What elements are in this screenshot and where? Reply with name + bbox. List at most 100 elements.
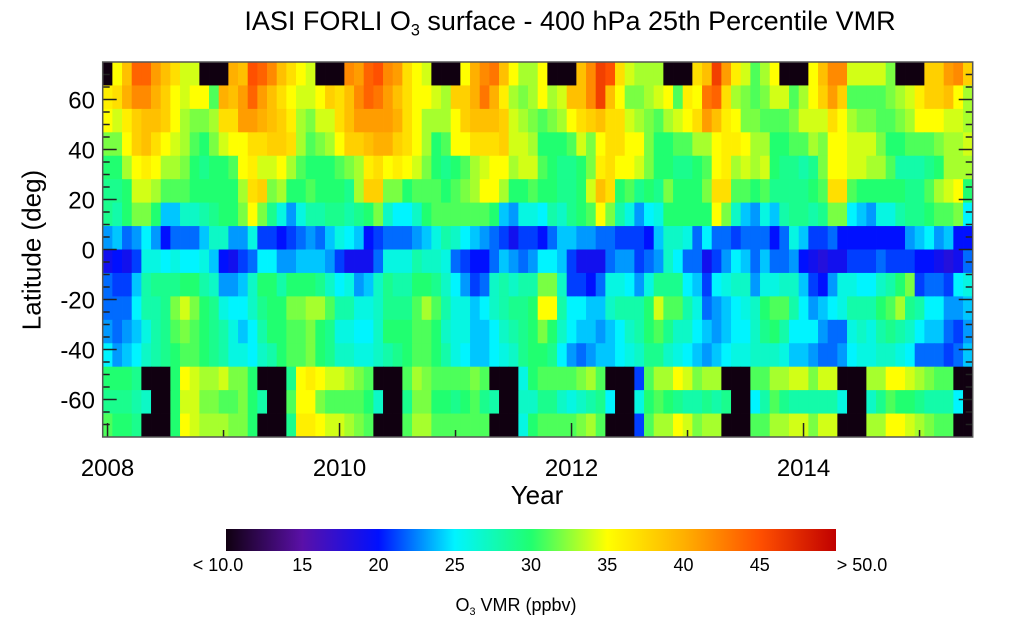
x-tick-label: 2012 (545, 455, 598, 482)
heatmap-cell (518, 366, 529, 391)
heatmap-cell (218, 85, 229, 110)
heatmap-cell (934, 249, 945, 274)
heatmap-cell (122, 343, 133, 368)
heatmap-cell (363, 155, 374, 180)
heatmap-cell (218, 319, 229, 344)
heatmap-cell (847, 202, 858, 227)
heatmap-cell (963, 202, 974, 227)
heatmap-cell (199, 108, 210, 133)
heatmap-cell (373, 226, 384, 250)
heatmap-cell (479, 202, 490, 227)
heatmap-cell (537, 85, 548, 110)
heatmap-cell (402, 132, 413, 157)
heatmap-cell (141, 132, 152, 157)
heatmap-cell (711, 366, 722, 391)
heatmap-cell (856, 62, 867, 86)
heatmap-cell (847, 390, 858, 414)
heatmap-cell (595, 108, 606, 133)
heatmap-cell (170, 413, 181, 438)
heatmap-cell (518, 413, 529, 438)
heatmap-cell (450, 319, 461, 344)
heatmap-cell (924, 343, 935, 368)
heatmap-cell (731, 366, 742, 391)
heatmap-cell (963, 343, 974, 368)
heatmap-cell (895, 413, 906, 438)
heatmap-cell (160, 226, 171, 250)
heatmap-cell (489, 343, 500, 368)
heatmap-cell (131, 62, 142, 86)
heatmap-cell (228, 296, 239, 321)
heatmap-cell (624, 179, 635, 204)
heatmap-cell (151, 85, 162, 110)
heatmap-cell (189, 132, 200, 157)
heatmap-cell (895, 366, 906, 391)
heatmap-cell (238, 108, 249, 133)
heatmap-cell (856, 343, 867, 368)
heatmap-cell (238, 226, 249, 250)
heatmap-cell (566, 390, 577, 414)
heatmap-cell (856, 108, 867, 133)
heatmap-cell (682, 85, 693, 110)
heatmap-cell (122, 366, 133, 391)
heatmap-cell (276, 249, 287, 274)
heatmap-cell (615, 366, 626, 391)
heatmap-cell (344, 413, 355, 438)
heatmap-cell (305, 366, 316, 391)
heatmap-cell (131, 390, 142, 414)
heatmap-cell (402, 226, 413, 250)
heatmap-cell (798, 62, 809, 86)
heatmap-cell (286, 179, 297, 204)
heatmap-cell (721, 226, 732, 250)
y-tick-label: 40 (68, 138, 95, 165)
heatmap-cell (605, 390, 616, 414)
heatmap-cell (334, 226, 345, 250)
heatmap-cell (373, 108, 384, 133)
heatmap-cell (644, 413, 655, 438)
heatmap-cell (537, 226, 548, 250)
heatmap-cell (354, 62, 365, 86)
heatmap-cell (808, 366, 819, 391)
heatmap-cell (450, 62, 461, 86)
heatmap-cell (325, 132, 336, 157)
heatmap-cell (112, 179, 123, 204)
heatmap-cell (112, 413, 123, 438)
heatmap-cell (837, 62, 848, 86)
heatmap-cell (334, 132, 345, 157)
heatmap-cell (402, 202, 413, 227)
heatmap-cell (827, 155, 838, 180)
heatmap-cell (789, 366, 800, 391)
heatmap-cell (953, 132, 964, 157)
heatmap-cell (779, 319, 790, 344)
heatmap-cell (876, 319, 887, 344)
heatmap-cell (769, 202, 780, 227)
heatmap-cell (383, 202, 394, 227)
heatmap-cell (412, 319, 423, 344)
heatmap-cell (905, 296, 916, 321)
heatmap-cell (315, 296, 326, 321)
heatmap-cell (663, 343, 674, 368)
heatmap-cell (827, 413, 838, 438)
heatmap-cell (315, 179, 326, 204)
heatmap-cell (450, 108, 461, 133)
heatmap-cell (740, 296, 751, 321)
heatmap-cell (615, 319, 626, 344)
heatmap-cell (615, 226, 626, 250)
heatmap-cell (692, 108, 703, 133)
heatmap-cell (692, 226, 703, 250)
heatmap-cell (489, 132, 500, 157)
heatmap-cell (711, 413, 722, 438)
heatmap-cell (615, 249, 626, 274)
heatmap-cell (402, 108, 413, 133)
heatmap-cell (924, 249, 935, 274)
heatmap-cell (866, 62, 877, 86)
heatmap-cell (489, 62, 500, 86)
heatmap-cell (257, 202, 268, 227)
heatmap-cell (682, 226, 693, 250)
heatmap-cell (847, 155, 858, 180)
heatmap-cell (731, 413, 742, 438)
heatmap-cell (276, 155, 287, 180)
heatmap-cell (102, 226, 113, 250)
heatmap-cell (402, 366, 413, 391)
heatmap-cell (305, 62, 316, 86)
heatmap-cell (615, 413, 626, 438)
